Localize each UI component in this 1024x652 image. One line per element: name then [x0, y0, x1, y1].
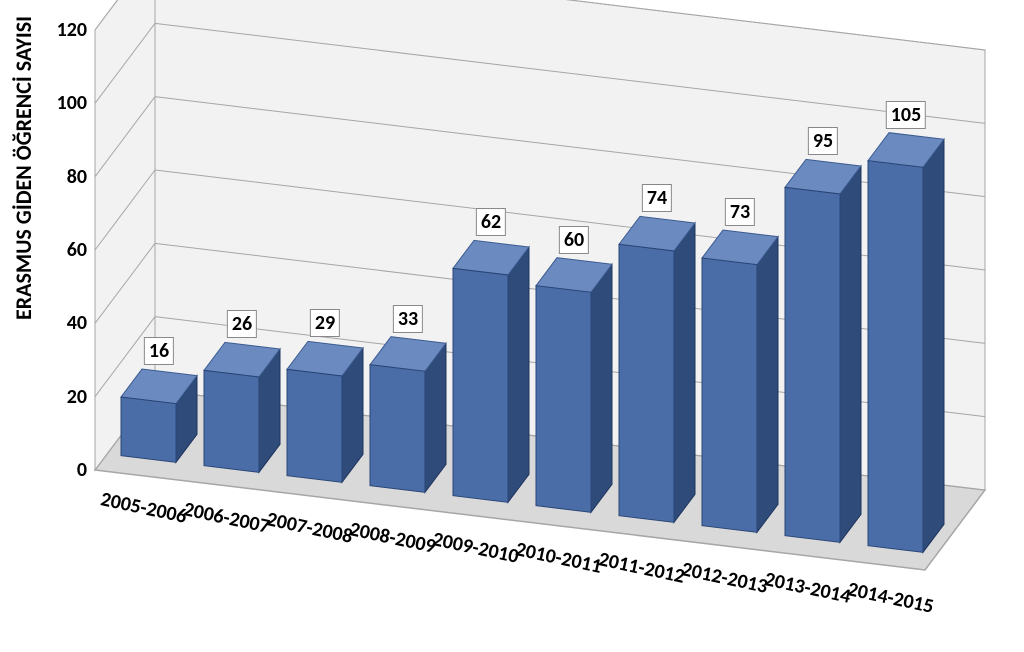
y-tick-label: 20	[37, 385, 87, 409]
y-tick-label: 40	[37, 311, 87, 335]
bar-value-label: 29	[310, 309, 340, 337]
bar-value-label: 16	[144, 337, 174, 365]
y-tick-label: 80	[37, 165, 87, 189]
y-axis-label: ERASMUS GİDEN ÖĞRENCİ SAYISI	[10, 16, 37, 320]
bar-value-label: 95	[808, 127, 838, 155]
bar-value-label: 60	[559, 226, 589, 254]
y-tick-label: 60	[37, 238, 87, 262]
bar-value-label: 33	[393, 305, 423, 333]
y-tick-label: 120	[37, 18, 87, 42]
bar-value-label: 73	[725, 198, 755, 226]
bar-value-label: 105	[886, 101, 926, 129]
y-tick-label: 0	[37, 458, 87, 482]
bar-value-label: 62	[476, 208, 506, 236]
y-tick-label: 100	[37, 91, 87, 115]
bar-value-label: 74	[642, 184, 672, 212]
bar-value-label: 26	[227, 310, 257, 338]
chart-container: ERASMUS GİDEN ÖĞRENCİ SAYISI 0 20 40 60 80 10…	[0, 0, 1024, 652]
